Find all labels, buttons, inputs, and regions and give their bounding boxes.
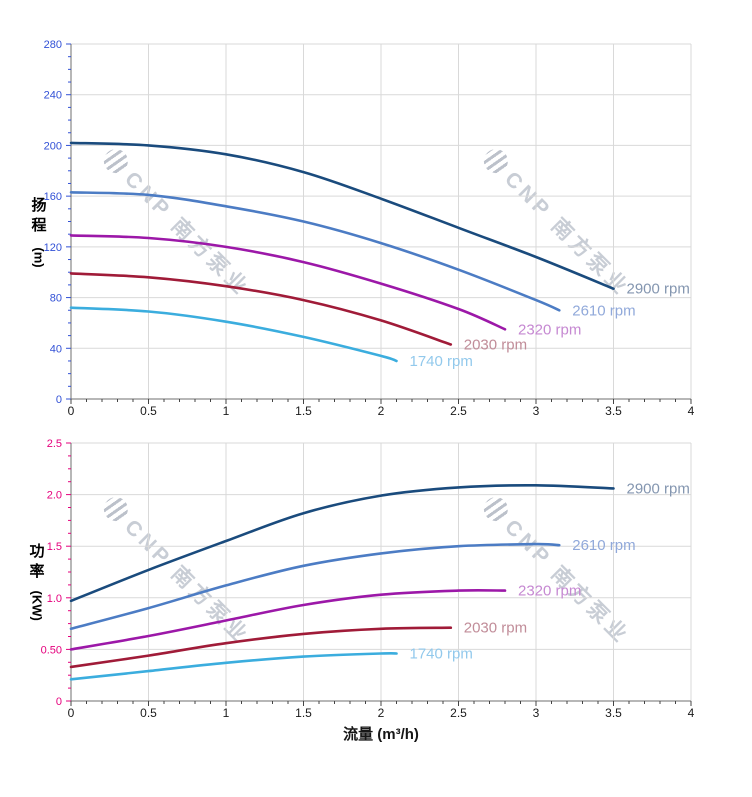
x-tick-label: 3.5 (605, 404, 622, 418)
x-tick-label: 0 (68, 404, 75, 418)
head-axis-title-cn: 扬程 (31, 197, 47, 234)
curve-1740-rpm (69, 651, 398, 681)
y-tick-label: 120 (44, 242, 62, 254)
y-tick-label: 0 (56, 394, 62, 406)
y-tick-label: 2.0 (47, 490, 62, 502)
series-label-2610-rpm: 2610 rpm (572, 537, 635, 554)
x-tick-label: 1 (223, 706, 230, 720)
x-tick-label: 1.5 (295, 706, 312, 720)
head-axis-title: 扬程 (m) (26, 196, 52, 268)
x-tick-label: 0.5 (140, 404, 157, 418)
curve-2900-rpm (69, 483, 615, 603)
series-label-1740-rpm: 1740 rpm (410, 353, 473, 370)
x-tick-label: 4 (688, 706, 695, 720)
series-label-2320-rpm: 2320 rpm (518, 321, 581, 338)
curve-1740-rpm (69, 306, 398, 363)
series-label-2900-rpm: 2900 rpm (627, 281, 690, 298)
series-label-2900-rpm: 2900 rpm (627, 480, 690, 497)
y-tick-label: 0 (56, 696, 62, 708)
y-tick-label: 160 (44, 191, 62, 203)
curve-2900-rpm (69, 141, 615, 290)
y-tick-label: 40 (50, 343, 62, 355)
y-tick-label: 2.5 (47, 438, 62, 450)
x-tick-label: 0 (68, 706, 75, 720)
power-axis-title-unit: (KW) (29, 590, 45, 621)
series-label-2030-rpm: 2030 rpm (464, 620, 527, 637)
y-tick-label: 200 (44, 140, 62, 152)
y-tick-label: 240 (44, 90, 62, 102)
curve-2320-rpm (69, 588, 507, 651)
flow-axis-title: 流量 (m³/h) (343, 726, 419, 743)
series-label-2030-rpm: 2030 rpm (464, 336, 527, 353)
head-axis-title-unit: (m) (31, 247, 47, 268)
x-tick-label: 4 (688, 404, 695, 418)
curve-2030-rpm (69, 626, 453, 669)
y-tick-label: 80 (50, 293, 62, 305)
curve-2610-rpm (69, 191, 561, 312)
x-tick-label: 3 (533, 706, 540, 720)
x-tick-label: 3.5 (605, 706, 622, 720)
y-tick-label: 1.5 (47, 541, 62, 553)
power-axis-title: 功率 (KW) (24, 542, 50, 621)
curve-2610-rpm (69, 542, 561, 631)
series-label-2320-rpm: 2320 rpm (518, 583, 581, 600)
x-tick-label: 1.5 (295, 404, 312, 418)
y-tick-label: 0.50 (41, 644, 62, 656)
x-tick-label: 2 (378, 706, 385, 720)
y-tick-label: 1.0 (47, 593, 62, 605)
series-label-2610-rpm: 2610 rpm (572, 302, 635, 319)
x-tick-label: 1 (223, 404, 230, 418)
curve-2320-rpm (69, 234, 507, 331)
x-tick-label: 2.5 (450, 706, 467, 720)
power-axis-title-cn: 功率 (29, 543, 45, 580)
x-tick-label: 0.5 (140, 706, 157, 720)
x-tick-label: 2.5 (450, 404, 467, 418)
series-label-1740-rpm: 1740 rpm (410, 646, 473, 663)
x-tick-label: 2 (378, 404, 385, 418)
y-tick-label: 280 (44, 39, 62, 51)
curve-2030-rpm (69, 272, 453, 346)
x-tick-label: 3 (533, 404, 540, 418)
